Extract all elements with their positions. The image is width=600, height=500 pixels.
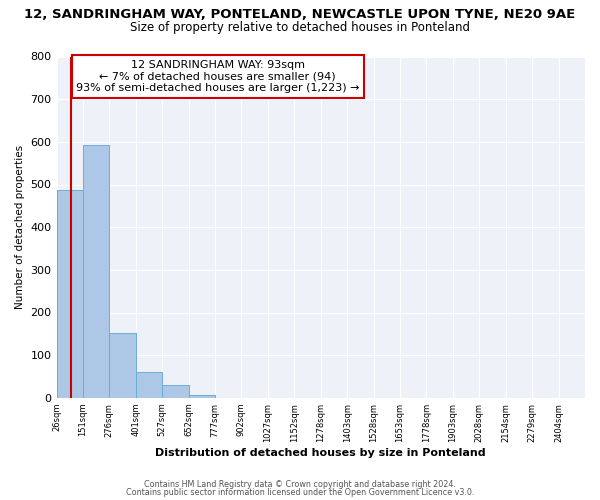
X-axis label: Distribution of detached houses by size in Ponteland: Distribution of detached houses by size … [155,448,486,458]
Text: Contains HM Land Registry data © Crown copyright and database right 2024.: Contains HM Land Registry data © Crown c… [144,480,456,489]
Text: 12, SANDRINGHAM WAY, PONTELAND, NEWCASTLE UPON TYNE, NE20 9AE: 12, SANDRINGHAM WAY, PONTELAND, NEWCASTL… [25,8,575,20]
Bar [189,396,215,398]
Bar [109,333,136,398]
Bar [163,385,189,398]
Bar [83,145,109,398]
Bar [56,190,83,398]
Y-axis label: Number of detached properties: Number of detached properties [15,145,25,309]
Text: 12 SANDRINGHAM WAY: 93sqm
← 7% of detached houses are smaller (94)
93% of semi-d: 12 SANDRINGHAM WAY: 93sqm ← 7% of detach… [76,60,359,93]
Text: Contains public sector information licensed under the Open Government Licence v3: Contains public sector information licen… [126,488,474,497]
Bar [136,372,163,398]
Text: Size of property relative to detached houses in Ponteland: Size of property relative to detached ho… [130,21,470,34]
